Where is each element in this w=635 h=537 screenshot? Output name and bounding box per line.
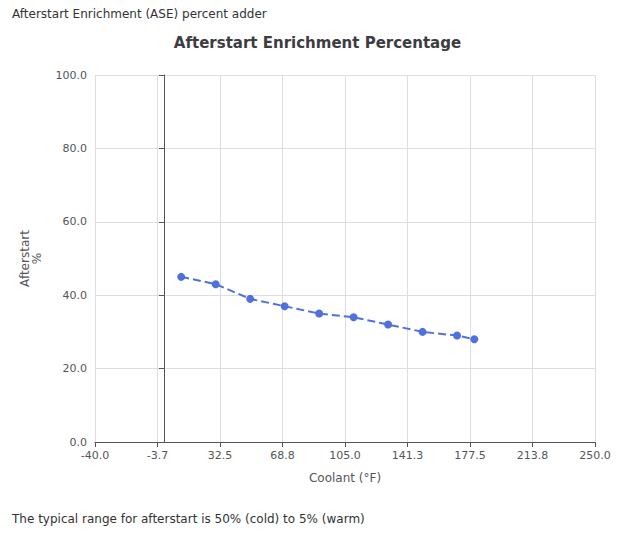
svg-text:177.5: 177.5 bbox=[454, 449, 486, 462]
svg-text:Coolant (°F): Coolant (°F) bbox=[309, 471, 381, 485]
svg-text:Afterstart: Afterstart bbox=[18, 230, 32, 287]
svg-text:20.0: 20.0 bbox=[63, 362, 88, 375]
svg-text:100.0: 100.0 bbox=[56, 69, 88, 82]
svg-text:Afterstart Enrichment Percenta: Afterstart Enrichment Percentage bbox=[174, 34, 461, 52]
svg-text:-40.0: -40.0 bbox=[81, 449, 109, 462]
svg-text:60.0: 60.0 bbox=[63, 215, 88, 228]
svg-text:0.0: 0.0 bbox=[70, 436, 88, 449]
svg-text:105.0: 105.0 bbox=[329, 449, 361, 462]
svg-text:32.5: 32.5 bbox=[208, 449, 233, 462]
svg-text:250.0: 250.0 bbox=[579, 449, 611, 462]
svg-text:213.8: 213.8 bbox=[517, 449, 549, 462]
svg-text:-3.7: -3.7 bbox=[147, 449, 168, 462]
svg-text:40.0: 40.0 bbox=[63, 289, 88, 302]
svg-text:68.8: 68.8 bbox=[270, 449, 295, 462]
svg-text:80.0: 80.0 bbox=[63, 142, 88, 155]
svg-text:The typical range for aftersta: The typical range for afterstart is 50% … bbox=[11, 512, 365, 526]
svg-text:141.3: 141.3 bbox=[392, 449, 424, 462]
svg-text:%: % bbox=[30, 253, 44, 264]
svg-text:Afterstart Enrichment (ASE) pe: Afterstart Enrichment (ASE) percent adde… bbox=[12, 7, 267, 21]
